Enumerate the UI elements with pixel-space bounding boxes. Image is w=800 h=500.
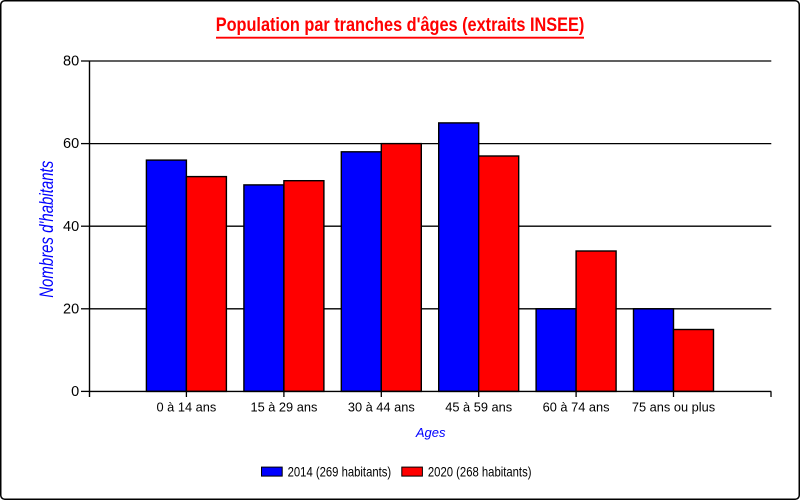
svg-text:2020 (268 habitants): 2020 (268 habitants) — [428, 465, 532, 480]
svg-text:Population par tranches d'âges: Population par tranches d'âges (extraits… — [216, 14, 585, 36]
svg-text:0: 0 — [71, 384, 79, 400]
svg-text:40: 40 — [63, 219, 79, 235]
svg-text:15 à 29 ans: 15 à 29 ans — [250, 400, 317, 415]
svg-text:Nombres d'habitants: Nombres d'habitants — [35, 161, 58, 298]
svg-text:0 à 14 ans: 0 à 14 ans — [157, 400, 217, 415]
svg-text:Ages: Ages — [415, 425, 446, 440]
svg-text:80: 80 — [63, 54, 79, 70]
svg-text:75 ans ou plus: 75 ans ou plus — [632, 400, 715, 415]
svg-text:20: 20 — [63, 302, 79, 318]
svg-text:60 à 74 ans: 60 à 74 ans — [543, 400, 610, 415]
svg-text:30 à 44 ans: 30 à 44 ans — [348, 400, 415, 415]
svg-text:60: 60 — [63, 136, 79, 152]
svg-text:45 à 59 ans: 45 à 59 ans — [445, 400, 512, 415]
svg-text:2014 (269 habitants): 2014 (269 habitants) — [288, 465, 392, 480]
